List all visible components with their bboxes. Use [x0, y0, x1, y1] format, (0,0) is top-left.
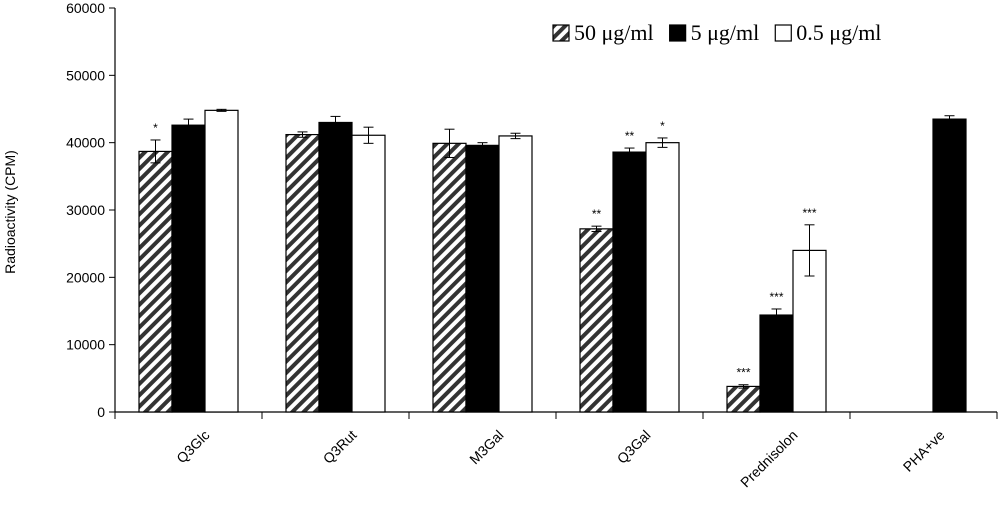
significance-label: *** [769, 290, 783, 304]
y-tick-label: 20000 [66, 269, 105, 285]
legend-swatch [669, 24, 687, 42]
bar-pha-ve-s1 [932, 118, 967, 413]
legend-label: 5 μg/ml [691, 20, 760, 45]
bar-q3glc-s0 [138, 150, 173, 413]
axes: 0 10000 20000 30000 40000 50000 60000 [66, 0, 998, 420]
bar-m3gal-s0 [432, 142, 467, 413]
y-tick-label: 50000 [66, 67, 105, 83]
bar-m3gal-s2 [498, 135, 533, 413]
significance-label: * [153, 121, 158, 135]
significance-label: *** [736, 366, 750, 380]
y-tick-label: 40000 [66, 135, 105, 151]
x-tick-label: M3Gal [466, 427, 506, 467]
legend-swatch [552, 24, 570, 42]
x-tick-label: Q3Glc [173, 427, 212, 466]
y-tick-label: 0 [97, 404, 105, 420]
y-tick-label: 60000 [66, 0, 105, 16]
significance-label: ** [592, 207, 602, 221]
bar-q3rut-s2 [351, 134, 386, 413]
significance-label: ** [625, 129, 635, 143]
legend: 50 μg/ml 5 μg/ml 0.5 μg/ml [552, 20, 881, 45]
y-tick-label: 30000 [66, 202, 105, 218]
bar-q3gal-s1 [612, 151, 647, 413]
labels: *Q3Glc Q3Rut M3Gal*****Q3Gal*********Predn… [153, 119, 948, 490]
bar-q3gal-s2 [645, 142, 680, 413]
bar-prednisolon-s0 [726, 385, 761, 413]
x-tick-label: PHA+ve [900, 427, 948, 475]
significance-label: *** [802, 206, 816, 220]
bar-q3rut-s1 [318, 121, 353, 413]
legend-label: 50 μg/ml [574, 20, 654, 45]
bar-q3glc-s2 [204, 109, 239, 413]
bar-q3glc-s1 [171, 124, 206, 413]
y-tick-label: 10000 [66, 337, 105, 353]
x-tick-label: Prednisolon [737, 427, 801, 491]
bars [138, 108, 967, 413]
bar-prednisolon-s1 [759, 314, 794, 413]
legend-swatch [774, 24, 792, 42]
y-axis-title: Radioactivity (CPM) [2, 150, 18, 274]
bar-m3gal-s1 [465, 144, 500, 413]
bar-q3gal-s0 [579, 228, 614, 413]
bar-prednisolon-s2 [792, 249, 827, 413]
legend-label: 0.5 μg/ml [796, 20, 881, 45]
significance-label: * [660, 119, 665, 133]
x-tick-label: Q3Rut [320, 427, 360, 467]
x-tick-label: Q3Gal [614, 427, 654, 467]
bar-q3rut-s0 [285, 133, 320, 413]
